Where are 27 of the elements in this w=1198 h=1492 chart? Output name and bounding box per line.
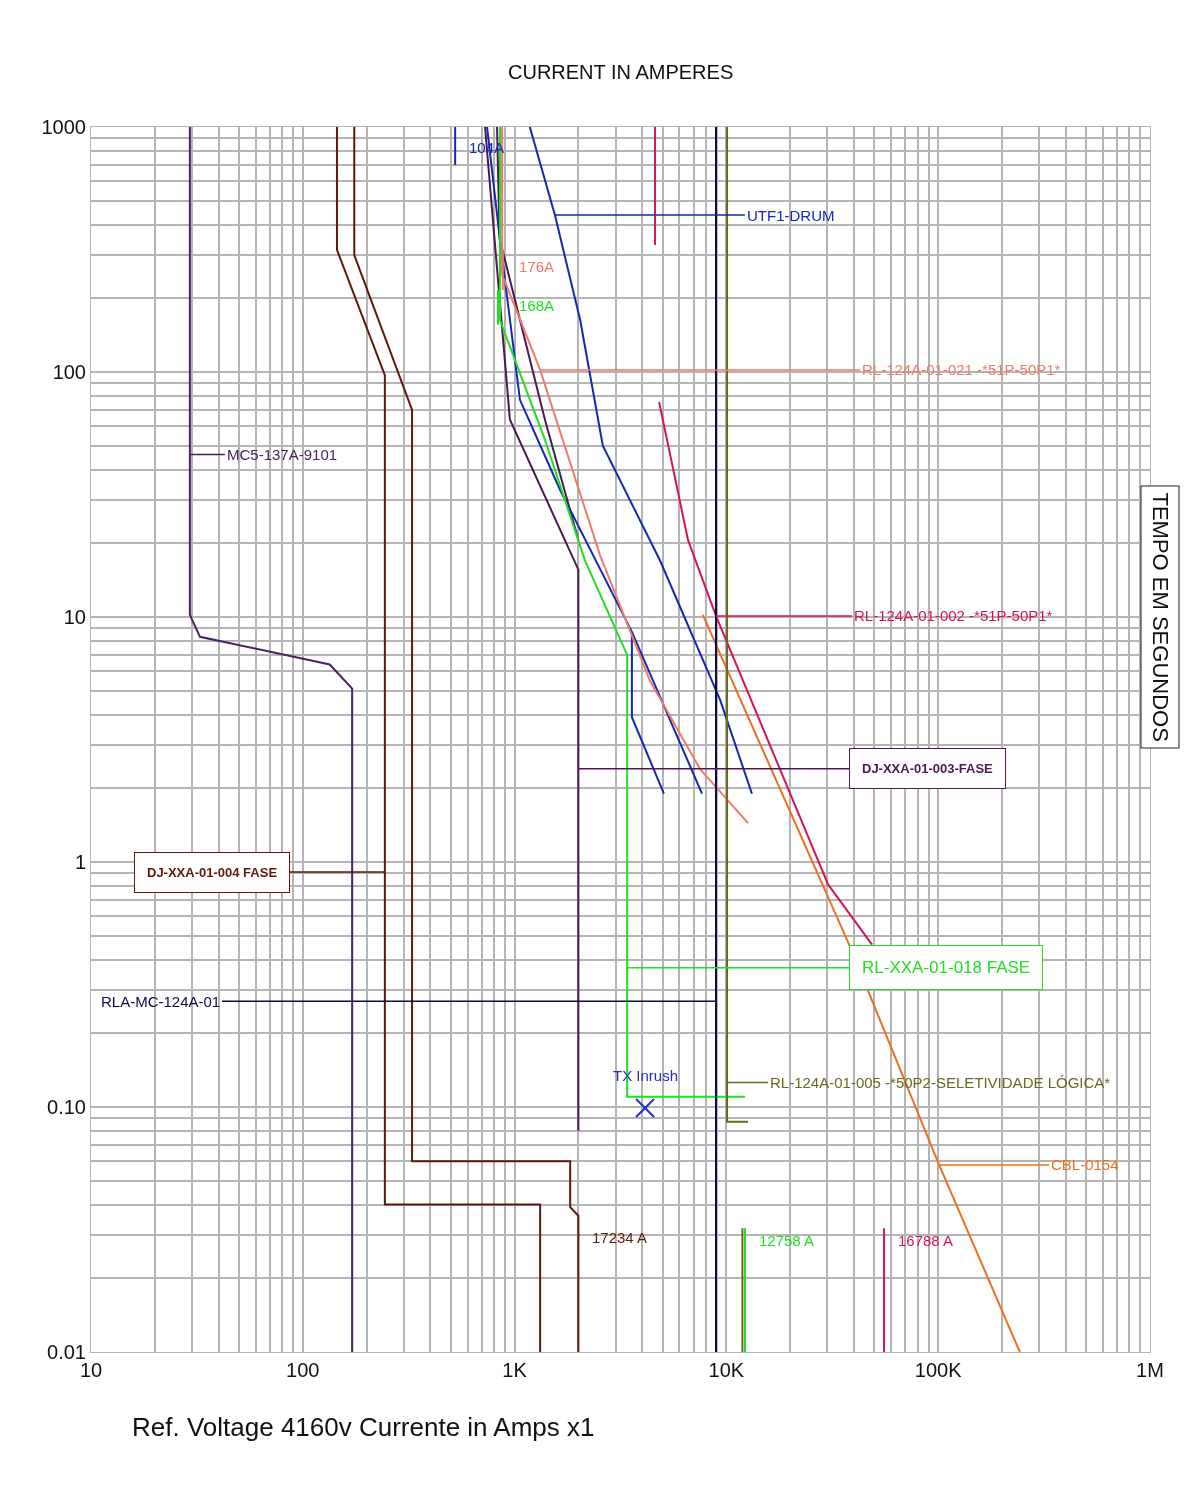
annotation: 176A bbox=[519, 258, 555, 275]
y-tick-label: 1000 bbox=[41, 116, 86, 138]
y-tick-label: 10 bbox=[63, 606, 86, 628]
chart-title: CURRENT IN AMPERES bbox=[508, 61, 734, 83]
annotation: RL-XXA-01-018 FASE bbox=[862, 958, 1031, 977]
y-tick-label: 0.10 bbox=[47, 1096, 86, 1118]
annotation: RL-124A-01-002 -*51P-50P1* bbox=[854, 607, 1053, 624]
annotation: MC5-137A-9101 bbox=[227, 446, 338, 463]
annotation: 168A bbox=[519, 297, 555, 314]
annotation: UTF1-DRUM bbox=[747, 207, 835, 224]
annotation: DJ-XXA-01-004 FASE bbox=[147, 865, 278, 880]
x-axis-title: Ref. Voltage 4160v Currente in Amps x1 bbox=[132, 1412, 595, 1442]
y-axis-title: TEMPO EM SEGUNDOS bbox=[1147, 492, 1173, 742]
annotation: 16788 A bbox=[898, 1232, 954, 1249]
x-tick-label: 100 bbox=[286, 1359, 320, 1381]
annotation: 12758 A bbox=[759, 1232, 815, 1249]
annotation: DJ-XXA-01-003-FASE bbox=[862, 761, 994, 776]
y-tick-label: 1 bbox=[74, 851, 86, 873]
x-tick-label: 1K bbox=[502, 1359, 528, 1381]
annotation: RLA-MC-124A-01 bbox=[101, 993, 221, 1010]
x-tick-label: 100K bbox=[914, 1359, 963, 1381]
y-tick-label: 100 bbox=[52, 361, 86, 383]
annotation: CBL-0154 bbox=[1051, 1156, 1119, 1173]
annotation: RL-124A-01-021 -*51P-50P1* bbox=[862, 361, 1061, 378]
x-tick-label: 10K bbox=[708, 1359, 745, 1381]
annotation: 17234 A bbox=[592, 1229, 648, 1246]
x-tick-label: 1M bbox=[1136, 1359, 1164, 1381]
